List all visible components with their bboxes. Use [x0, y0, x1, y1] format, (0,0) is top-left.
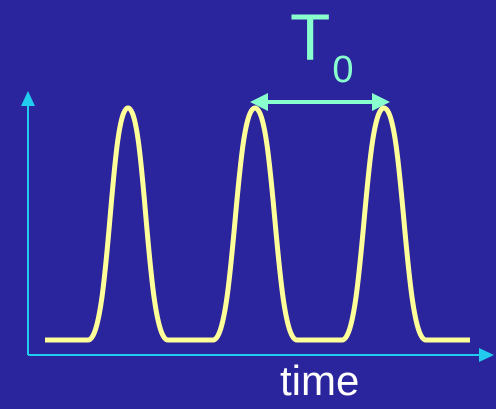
axes [21, 91, 494, 362]
y-axis-arrowhead [21, 91, 35, 106]
pulse-3 [339, 105, 429, 343]
pulse-1 [85, 105, 171, 343]
x-axis-arrowhead [479, 348, 494, 362]
period-symbol: T [290, 0, 331, 74]
period-arrow-left-head [250, 93, 268, 111]
x-axis-label: time [280, 357, 360, 404]
pulse-2 [210, 105, 300, 343]
pulses [85, 105, 429, 343]
period-arrow-right-head [372, 93, 390, 111]
period-label: T0 [290, 4, 353, 89]
period-marker [250, 93, 390, 111]
period-subscript: 0 [332, 49, 354, 91]
